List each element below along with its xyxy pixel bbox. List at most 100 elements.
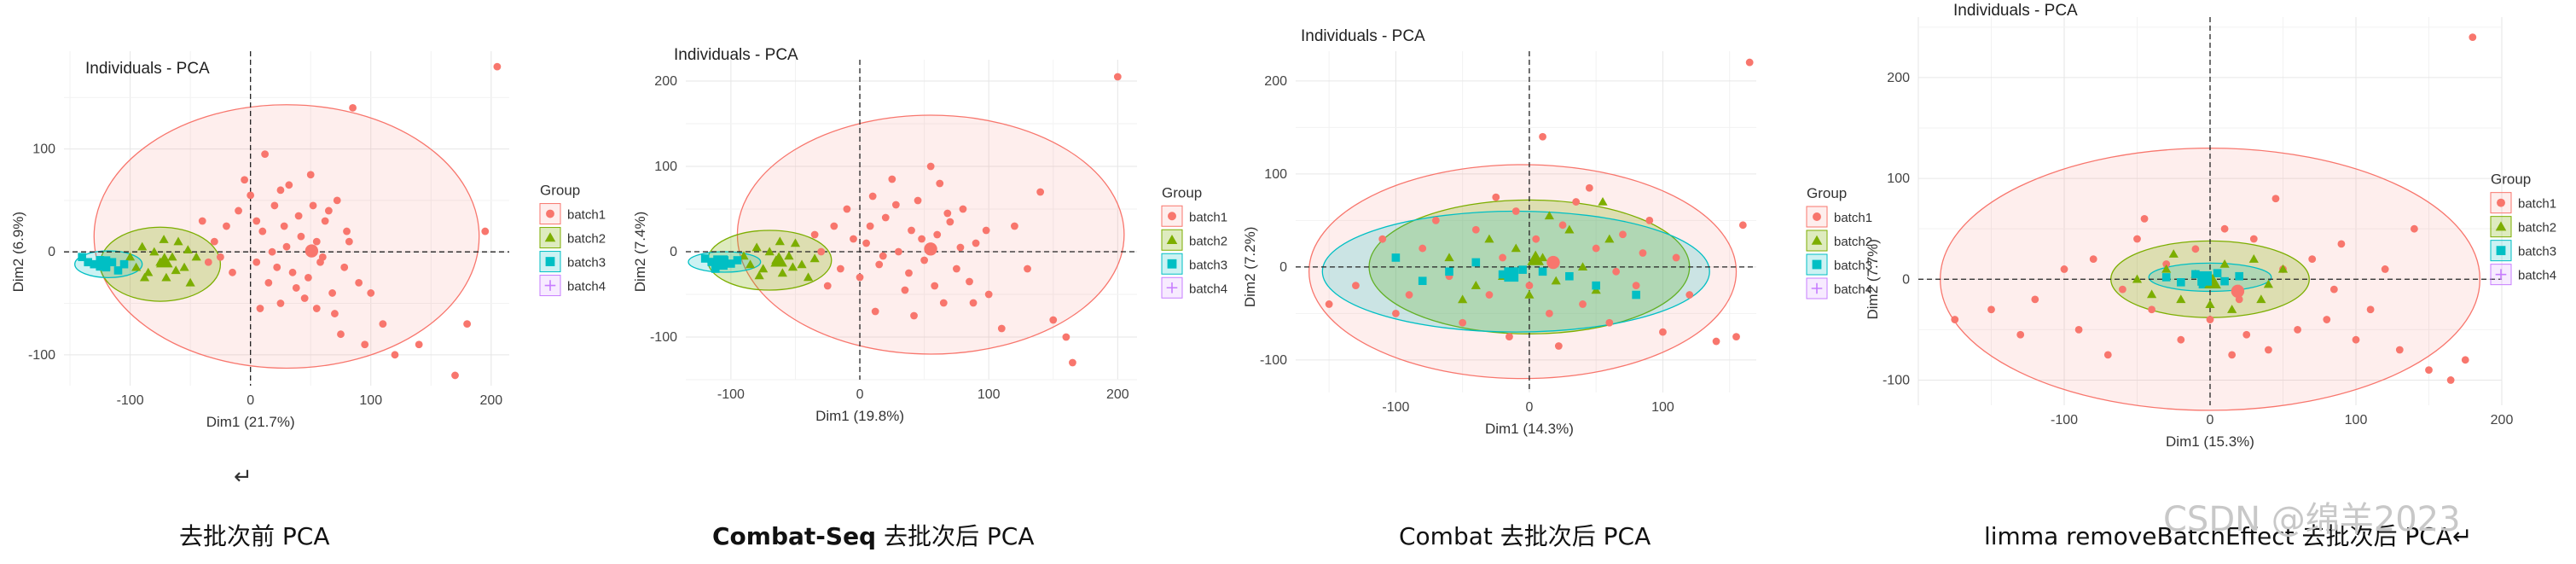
point-batch1 [2395, 346, 2404, 354]
point-batch1 [2119, 285, 2126, 294]
point-batch1 [933, 230, 942, 239]
point-batch1 [830, 222, 838, 230]
centroid-batch3 [2197, 270, 2212, 286]
point-batch1 [1592, 244, 1600, 253]
point-batch1 [2148, 305, 2156, 314]
series-batch1 [1951, 33, 2477, 384]
point-batch3 [113, 266, 123, 275]
point-batch1 [2220, 224, 2229, 233]
point-batch1 [321, 217, 329, 225]
point-batch3 [1498, 270, 1507, 279]
point-batch1 [2461, 356, 2469, 364]
legend-key-batch4 [1161, 276, 1183, 299]
legend: Group batch1 batch2 batch3 batch4 [1806, 185, 1872, 299]
legend-marker-batch4 [544, 280, 556, 291]
point-batch1 [288, 268, 297, 276]
pca-panel-4: -100 0 100 200 -100 0 100 200 Dim1 (15.3%) Dim2 (… [1865, 2, 2556, 450]
y-tick-label: 0 [670, 245, 677, 259]
point-batch2 [2248, 254, 2259, 263]
point-batch1 [918, 235, 925, 243]
point-batch1 [920, 256, 929, 265]
point-batch2 [1511, 243, 1521, 253]
point-batch1 [810, 230, 819, 239]
point-batch1 [956, 243, 965, 252]
point-batch1 [939, 299, 948, 307]
point-batch1 [2031, 295, 2039, 304]
point-batch1 [901, 286, 909, 294]
point-batch1 [223, 222, 230, 230]
point-batch1 [415, 340, 423, 349]
point-batch1 [1639, 249, 1647, 257]
point-batch1 [282, 242, 291, 251]
x-tick-label: 100 [2345, 413, 2368, 427]
point-batch1 [2060, 265, 2068, 273]
point-batch2 [764, 247, 775, 256]
y-tick-label: -100 [1883, 373, 1910, 387]
point-batch1 [2140, 214, 2149, 223]
legend-title: Group [1162, 184, 1202, 201]
grid [64, 51, 509, 386]
point-batch1 [2089, 255, 2097, 264]
x-axis-label: Dim1 (15.3%) [2166, 433, 2254, 450]
point-batch1 [285, 181, 293, 189]
legend-marker-batch2 [544, 232, 556, 242]
point-batch2 [777, 268, 787, 277]
x-tick-label: 0 [247, 393, 254, 408]
point-batch3 [2161, 273, 2171, 282]
x-axis-label: Dim1 (21.7%) [206, 414, 295, 430]
csdn-watermark: CSDN @绵羊2023 [2163, 500, 2461, 539]
x-tick-label: -100 [717, 387, 745, 402]
point-batch3 [2191, 270, 2200, 279]
point-batch2 [1577, 262, 1588, 271]
y-tick-label: 0 [1279, 260, 1287, 275]
centroid-batch1 [305, 244, 319, 258]
legend-title: Group [540, 183, 580, 199]
point-batch1 [256, 305, 264, 312]
point-batch1 [879, 252, 887, 260]
point-batch1 [2337, 240, 2346, 248]
point-batch2 [1444, 253, 1454, 262]
point-batch1 [969, 299, 978, 307]
point-batch2 [1524, 289, 1535, 299]
point-batch2 [173, 236, 183, 246]
caption-limma: limma removeBatchEffect 去批次后 PCA↵ [1984, 522, 2472, 550]
plot-title: Individuals - PCA [85, 60, 210, 78]
point-batch2 [171, 265, 181, 275]
caption-before-batch-correction: 去批次前 PCA [179, 522, 330, 550]
point-batch1 [2294, 325, 2302, 334]
point-batch1 [1492, 193, 1500, 201]
point-batch2 [179, 262, 189, 271]
point-batch3 [727, 259, 735, 268]
return-mark-icon: ↵ [234, 463, 252, 489]
point-batch1 [1499, 253, 1507, 262]
point-batch1 [2265, 346, 2272, 354]
point-batch1 [258, 227, 267, 235]
legend-marker-batch1 [546, 209, 554, 218]
point-batch1 [1431, 216, 1440, 224]
y-tick-label: -100 [28, 348, 55, 363]
point-batch3 [1418, 276, 1427, 286]
x-tick-label: 100 [359, 393, 382, 408]
point-batch1 [871, 307, 879, 316]
legend-label-batch1: batch1 [567, 208, 606, 223]
pca-panel-2: -100 0 100 200 -100 0 100 200 Dim1 (19.8%) Dim2 (… [632, 46, 1227, 424]
legend-label-batch1: batch1 [2518, 197, 2556, 212]
point-batch2 [1471, 281, 1481, 289]
point-batch1 [2191, 245, 2200, 253]
point-batch1 [972, 239, 980, 247]
point-batch1 [2366, 305, 2375, 314]
legend-label-batch1: batch1 [1834, 211, 1872, 225]
x-tick-label: 100 [1651, 400, 1674, 415]
legend-key-batch2 [539, 227, 561, 249]
x-axis-label: Dim1 (19.8%) [815, 408, 904, 424]
y-tick-label: 200 [1264, 74, 1287, 89]
legend-label-batch4: batch4 [1834, 282, 1872, 297]
point-batch1 [451, 371, 459, 380]
y-tick-label: 100 [32, 142, 55, 157]
point-batch2 [790, 238, 801, 247]
x-tick-label: -100 [2051, 413, 2078, 427]
point-batch1 [1738, 221, 1747, 230]
x-tick-label: 0 [1525, 400, 1533, 415]
point-batch1 [891, 201, 900, 209]
point-batch1 [1619, 230, 1627, 239]
